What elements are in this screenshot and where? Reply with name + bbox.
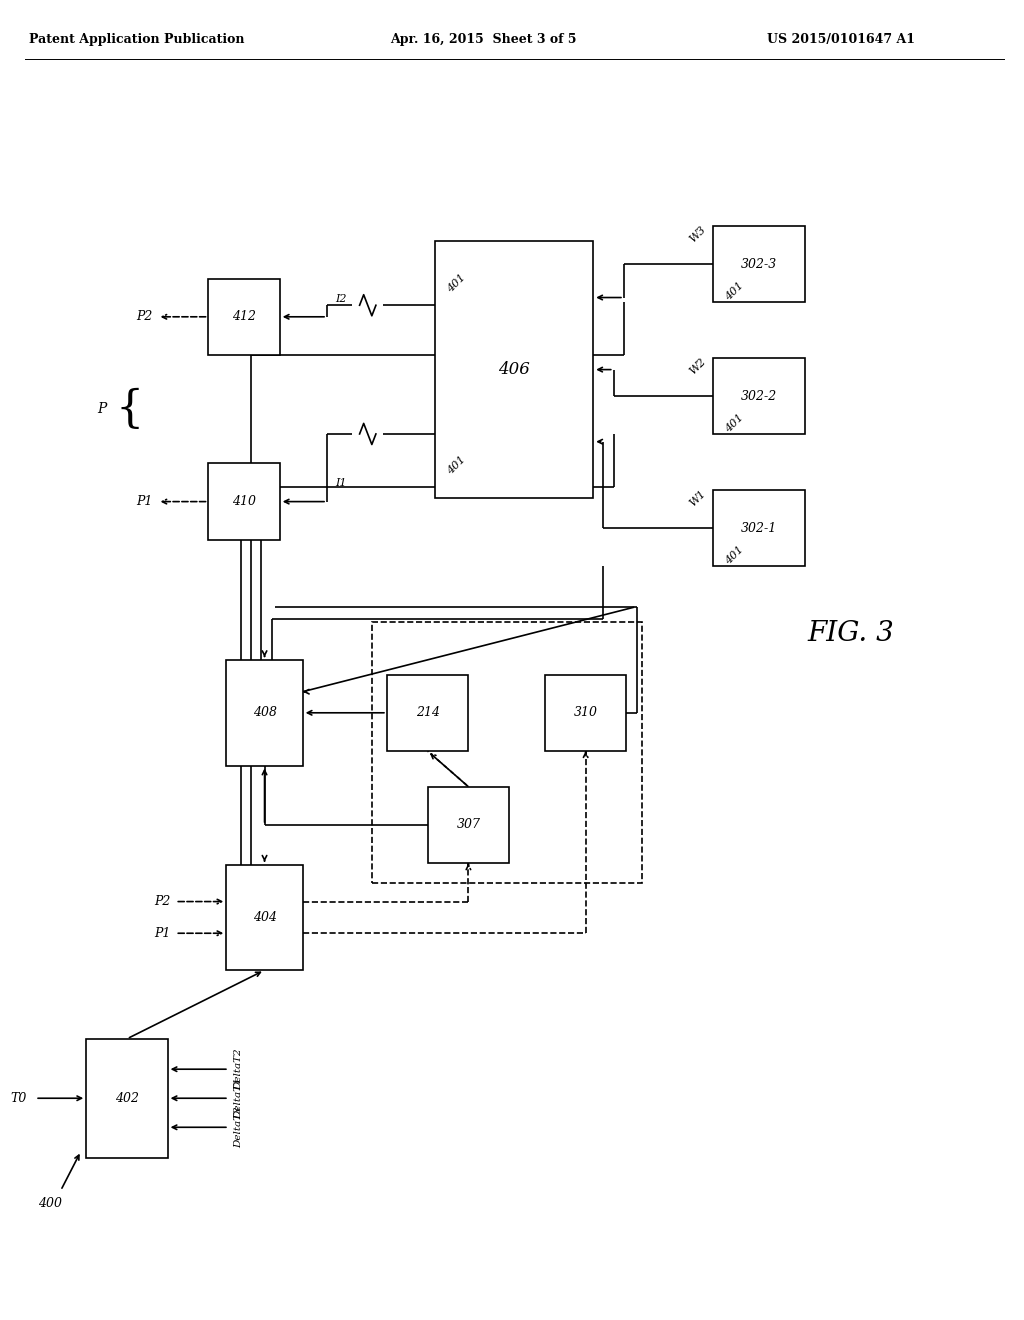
Bar [435, 242, 593, 499]
Bar [713, 358, 805, 434]
Text: I2: I2 [335, 293, 347, 304]
Text: 302-1: 302-1 [740, 521, 777, 535]
Text: T0: T0 [10, 1092, 27, 1105]
Text: W2: W2 [688, 356, 708, 376]
Text: 401: 401 [723, 544, 745, 566]
Text: P1: P1 [154, 927, 170, 940]
Text: 214: 214 [416, 706, 439, 719]
Bar [387, 675, 468, 751]
Text: 402: 402 [115, 1092, 139, 1105]
Text: W1: W1 [688, 488, 708, 508]
Bar [209, 279, 280, 355]
Text: P: P [97, 403, 106, 416]
Bar [86, 1039, 168, 1158]
Bar [209, 463, 280, 540]
Text: Apr. 16, 2015  Sheet 3 of 5: Apr. 16, 2015 Sheet 3 of 5 [390, 33, 577, 46]
Text: 404: 404 [253, 911, 276, 924]
Bar [226, 865, 303, 970]
Text: US 2015/0101647 A1: US 2015/0101647 A1 [767, 33, 914, 46]
Text: 400: 400 [39, 1197, 62, 1210]
Text: DeltaT3: DeltaT3 [233, 1106, 243, 1148]
Text: 408: 408 [253, 706, 276, 719]
Text: 406: 406 [499, 362, 530, 378]
Text: W3: W3 [688, 224, 708, 244]
Text: I1: I1 [335, 478, 347, 488]
Text: 310: 310 [573, 706, 598, 719]
Bar [713, 490, 805, 566]
Bar [713, 226, 805, 302]
Text: DeltaT2: DeltaT2 [233, 1048, 243, 1090]
Text: {: { [116, 388, 144, 430]
Text: 410: 410 [232, 495, 256, 508]
Text: DeltaT1: DeltaT1 [233, 1077, 243, 1119]
Bar [226, 660, 303, 766]
Text: FIG. 3: FIG. 3 [807, 620, 894, 647]
Text: 307: 307 [457, 818, 480, 832]
Text: 401: 401 [723, 412, 745, 434]
Text: P2: P2 [136, 310, 153, 323]
Text: P1: P1 [136, 495, 153, 508]
Text: 302-3: 302-3 [740, 257, 777, 271]
Text: 412: 412 [232, 310, 256, 323]
Text: 302-2: 302-2 [740, 389, 777, 403]
Text: 401: 401 [723, 280, 745, 302]
Text: 401: 401 [445, 272, 468, 294]
Text: 401: 401 [445, 454, 468, 477]
Text: P2: P2 [154, 895, 170, 908]
Text: Patent Application Publication: Patent Application Publication [30, 33, 245, 46]
Bar [428, 787, 509, 863]
Bar [545, 675, 627, 751]
Bar [372, 622, 642, 883]
